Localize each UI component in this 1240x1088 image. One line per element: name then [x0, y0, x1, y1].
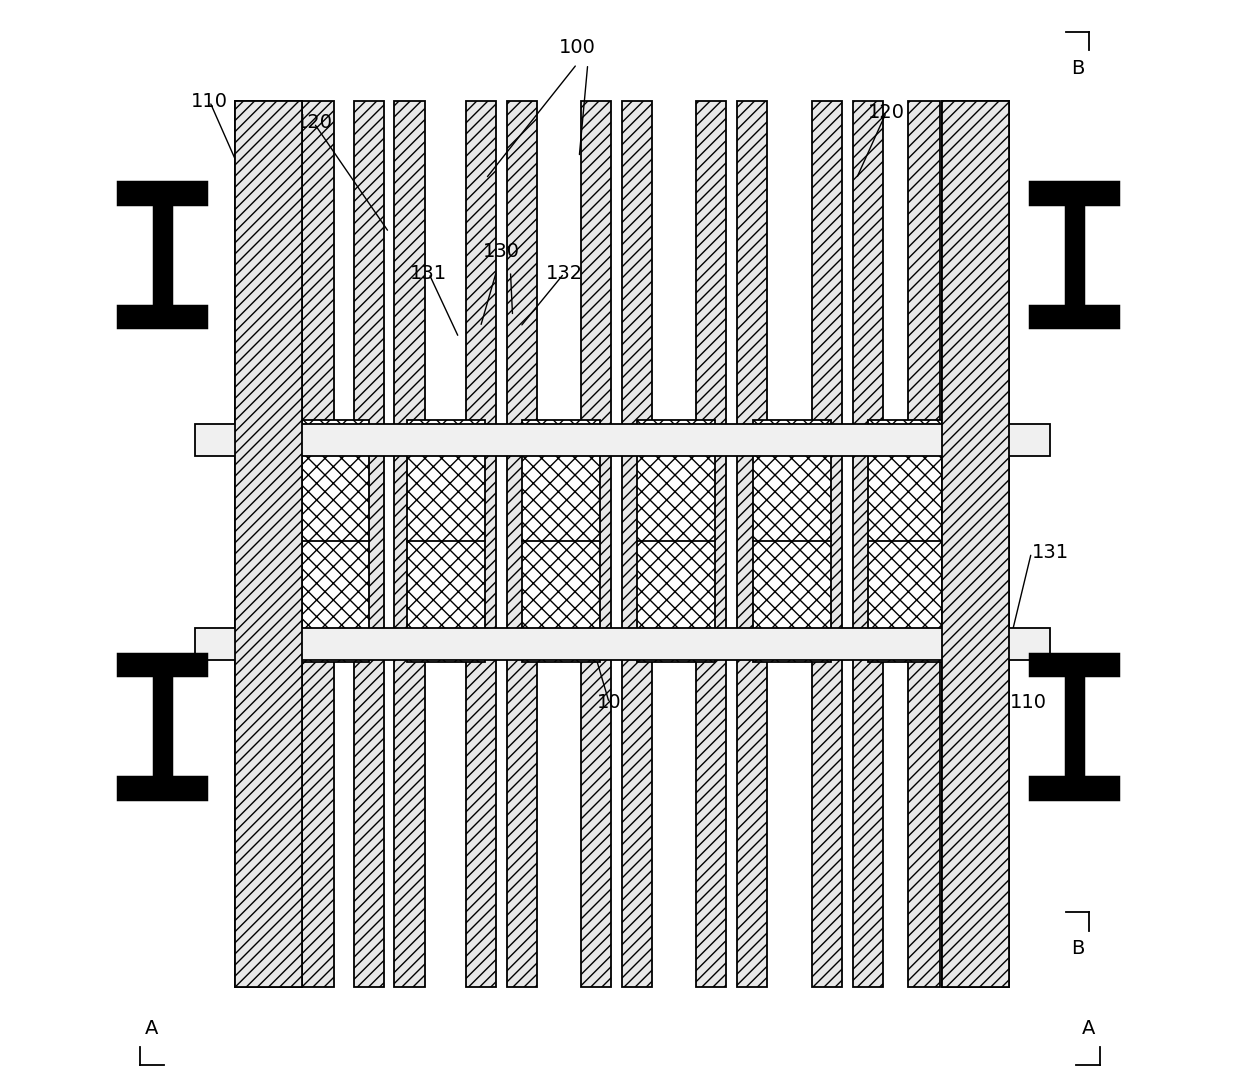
Bar — [195, 628, 1049, 660]
Bar — [154, 203, 171, 306]
Bar — [236, 101, 303, 987]
Bar — [118, 306, 207, 327]
Bar — [1065, 203, 1083, 306]
Bar — [236, 101, 303, 987]
Text: 130: 130 — [484, 243, 521, 261]
Text: 110: 110 — [191, 92, 228, 111]
Bar — [154, 675, 171, 777]
Bar — [407, 420, 485, 663]
Bar — [812, 101, 842, 987]
Bar — [1030, 654, 1118, 675]
Text: B: B — [1070, 939, 1084, 959]
Bar — [868, 420, 945, 663]
Bar — [753, 420, 831, 663]
Bar — [942, 101, 1009, 987]
Bar — [118, 777, 207, 799]
Bar — [637, 420, 714, 663]
Text: 120: 120 — [868, 102, 905, 122]
Text: 10: 10 — [596, 693, 621, 713]
Bar — [853, 101, 883, 987]
Bar — [303, 101, 335, 987]
Bar — [291, 420, 368, 663]
Text: 132: 132 — [546, 263, 583, 283]
Bar — [118, 182, 207, 203]
Bar — [942, 101, 1009, 987]
Bar — [697, 101, 727, 987]
Bar — [507, 101, 537, 987]
Text: 100: 100 — [558, 38, 595, 58]
Bar — [1030, 306, 1118, 327]
Bar — [737, 101, 768, 987]
Text: 120: 120 — [295, 113, 332, 133]
Text: 131: 131 — [410, 263, 448, 283]
Bar — [118, 654, 207, 675]
Bar — [1065, 675, 1083, 777]
Text: A: A — [1081, 1019, 1095, 1038]
Bar — [1030, 182, 1118, 203]
Bar — [908, 101, 940, 987]
Text: B: B — [1070, 59, 1084, 77]
Bar — [1030, 777, 1118, 799]
Text: 131: 131 — [1032, 543, 1069, 562]
Text: A: A — [145, 1019, 159, 1038]
Bar — [353, 101, 383, 987]
Bar — [394, 101, 424, 987]
Bar — [582, 101, 611, 987]
Bar — [466, 101, 496, 987]
Text: 110: 110 — [1009, 693, 1047, 713]
Bar — [622, 101, 652, 987]
Bar — [522, 420, 600, 663]
Bar — [195, 423, 1049, 456]
